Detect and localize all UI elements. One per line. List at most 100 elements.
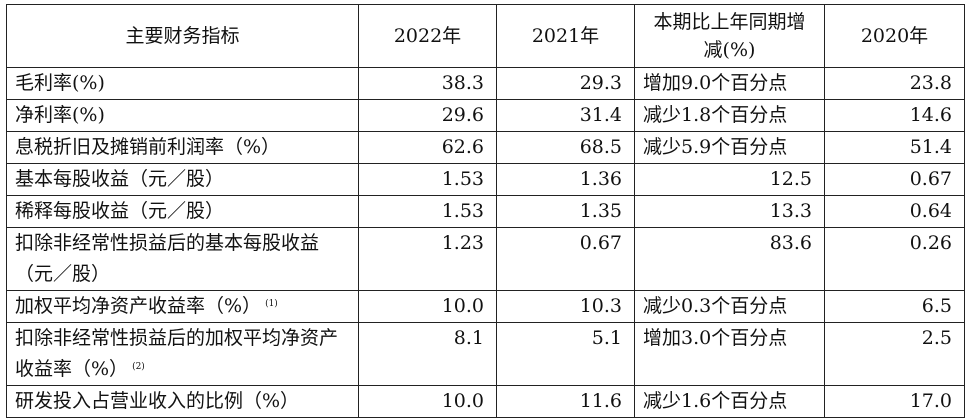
value-2020-text: 17.0 bbox=[909, 390, 952, 412]
value-2020-text: 6.5 bbox=[921, 295, 952, 317]
value-2020-text: 0.64 bbox=[909, 200, 952, 222]
table-row: 加权平均净资产收益率（%） (1) 10.0 10.3 减少0.3个百分点 6.5 bbox=[6, 290, 965, 323]
value-change-text: 减少5.9个百分点 bbox=[643, 136, 788, 158]
value-2022: 62.6 bbox=[358, 131, 497, 164]
value-2022: 10.0 bbox=[358, 385, 497, 418]
indicator-label: 毛利率(%) bbox=[6, 67, 359, 100]
value-change: 增加9.0个百分点 bbox=[634, 67, 825, 100]
value-2021: 1.35 bbox=[496, 195, 635, 228]
value-change-text: 减少0.3个百分点 bbox=[643, 295, 788, 317]
value-change: 增加3.0个百分点 bbox=[634, 322, 825, 386]
indicator-label-text: 加权平均净资产收益率（%） bbox=[15, 295, 262, 317]
value-2021: 1.36 bbox=[496, 163, 635, 196]
value-2020-text: 0.26 bbox=[909, 232, 952, 254]
header-2020: 2020年 bbox=[824, 4, 965, 68]
value-2020: 6.5 bbox=[824, 290, 965, 323]
value-2021: 68.5 bbox=[496, 131, 635, 164]
indicator-label-text: 研发投入占营业收入的比例（%） bbox=[15, 390, 300, 412]
value-2020-text: 51.4 bbox=[909, 136, 952, 158]
value-change: 减少0.3个百分点 bbox=[634, 290, 825, 323]
value-2022: 1.23 bbox=[358, 227, 497, 291]
value-2021: 31.4 bbox=[496, 99, 635, 132]
value-change-text: 减少1.6个百分点 bbox=[643, 390, 788, 412]
header-indicator: 主要财务指标 bbox=[6, 4, 359, 68]
table-body: 毛利率(%) 38.3 29.3 增加9.0个百分点 23.8 净利率(%) 29.6 31.… bbox=[6, 67, 965, 418]
indicator-label-text: 扣除非经常性损益后的基本每股收益（元／股） bbox=[15, 232, 320, 285]
table-row: 基本每股收益（元／股） 1.53 1.36 12.5 0.67 bbox=[6, 163, 965, 196]
value-2020: 0.67 bbox=[824, 163, 965, 196]
indicator-label: 稀释每股收益（元／股） bbox=[6, 195, 359, 228]
indicator-label-text: 毛利率(%) bbox=[15, 72, 105, 94]
indicator-label: 息税折旧及摊销前利润率（%） bbox=[6, 131, 359, 164]
value-2020-text: 2.5 bbox=[921, 327, 952, 349]
indicator-label: 扣除非经常性损益后的加权平均净资产收益率（%） (2) bbox=[6, 322, 359, 386]
table-row: 净利率(%) 29.6 31.4 减少1.8个百分点 14.6 bbox=[6, 99, 965, 132]
value-change-text: 83.6 bbox=[769, 232, 812, 254]
value-2022-text: 1.23 bbox=[441, 232, 484, 254]
header-2022: 2022年 bbox=[358, 4, 497, 68]
value-change-text: 12.5 bbox=[769, 168, 812, 190]
indicator-label: 净利率(%) bbox=[6, 99, 359, 132]
value-change-text: 减少1.8个百分点 bbox=[643, 104, 788, 126]
value-2020: 17.0 bbox=[824, 385, 965, 418]
value-2020: 0.26 bbox=[824, 227, 965, 291]
value-2020: 23.8 bbox=[824, 67, 965, 100]
indicator-label: 基本每股收益（元／股） bbox=[6, 163, 359, 196]
value-2020: 2.5 bbox=[824, 322, 965, 386]
value-2022-text: 62.6 bbox=[441, 136, 484, 158]
value-2021-text: 10.3 bbox=[579, 295, 622, 317]
financial-indicators-table: 主要财务指标 2022年 2021年 本期比上年同期增减(%) 2020年 毛利… bbox=[6, 4, 965, 418]
value-2022-text: 10.0 bbox=[441, 295, 484, 317]
table-row: 毛利率(%) 38.3 29.3 增加9.0个百分点 23.8 bbox=[6, 67, 965, 100]
value-2022: 1.53 bbox=[358, 163, 497, 196]
value-2020-text: 0.67 bbox=[909, 168, 952, 190]
value-2020-text: 23.8 bbox=[909, 72, 952, 94]
value-change: 83.6 bbox=[634, 227, 825, 291]
value-2022: 1.53 bbox=[358, 195, 497, 228]
value-2022: 29.6 bbox=[358, 99, 497, 132]
value-2022: 38.3 bbox=[358, 67, 497, 100]
indicator-label: 加权平均净资产收益率（%） (1) bbox=[6, 290, 359, 323]
value-2021-text: 11.6 bbox=[579, 390, 622, 412]
value-change-text: 增加9.0个百分点 bbox=[643, 72, 788, 94]
table-row: 研发投入占营业收入的比例（%） 10.0 11.6 减少1.6个百分点 17.0 bbox=[6, 385, 965, 418]
value-2022: 10.0 bbox=[358, 290, 497, 323]
value-change: 12.5 bbox=[634, 163, 825, 196]
value-2022-text: 1.53 bbox=[441, 200, 484, 222]
value-2021-text: 1.36 bbox=[579, 168, 622, 190]
value-2022-text: 10.0 bbox=[441, 390, 484, 412]
value-2021-text: 68.5 bbox=[579, 136, 622, 158]
value-2022-text: 29.6 bbox=[441, 104, 484, 126]
value-change-text: 增加3.0个百分点 bbox=[643, 327, 788, 349]
value-2021-text: 5.1 bbox=[591, 327, 622, 349]
value-2021: 10.3 bbox=[496, 290, 635, 323]
table-row: 稀释每股收益（元／股） 1.53 1.35 13.3 0.64 bbox=[6, 195, 965, 228]
value-2021-text: 0.67 bbox=[579, 232, 622, 254]
indicator-label-text: 净利率(%) bbox=[15, 104, 105, 126]
table-row: 息税折旧及摊销前利润率（%） 62.6 68.5 减少5.9个百分点 51.4 bbox=[6, 131, 965, 164]
value-2022-text: 1.53 bbox=[441, 168, 484, 190]
table-row: 扣除非经常性损益后的加权平均净资产收益率（%） (2) 8.1 5.1 增加3.0个百分… bbox=[6, 322, 965, 386]
value-2022-text: 8.1 bbox=[453, 327, 484, 349]
indicator-label-text: 稀释每股收益（元／股） bbox=[15, 200, 225, 222]
table-header-row: 主要财务指标 2022年 2021年 本期比上年同期增减(%) 2020年 bbox=[6, 4, 965, 68]
value-2020-text: 14.6 bbox=[909, 104, 952, 126]
value-2021-text: 1.35 bbox=[579, 200, 622, 222]
value-2022-text: 38.3 bbox=[441, 72, 484, 94]
value-change-text: 13.3 bbox=[769, 200, 812, 222]
value-2021-text: 29.3 bbox=[579, 72, 622, 94]
value-2021: 0.67 bbox=[496, 227, 635, 291]
value-2021: 29.3 bbox=[496, 67, 635, 100]
header-2021: 2021年 bbox=[496, 4, 635, 68]
indicator-label: 扣除非经常性损益后的基本每股收益（元／股） bbox=[6, 227, 359, 291]
footnote-marker: (2) bbox=[132, 362, 145, 372]
footnote-marker: (1) bbox=[265, 299, 278, 309]
indicator-label-text: 基本每股收益（元／股） bbox=[15, 168, 225, 190]
value-change: 减少1.8个百分点 bbox=[634, 99, 825, 132]
value-change: 减少5.9个百分点 bbox=[634, 131, 825, 164]
indicator-label-text: 扣除非经常性损益后的加权平均净资产收益率（%） bbox=[15, 327, 339, 380]
header-change: 本期比上年同期增减(%) bbox=[634, 4, 825, 68]
value-2020: 14.6 bbox=[824, 99, 965, 132]
indicator-label: 研发投入占营业收入的比例（%） bbox=[6, 385, 359, 418]
value-2021: 11.6 bbox=[496, 385, 635, 418]
